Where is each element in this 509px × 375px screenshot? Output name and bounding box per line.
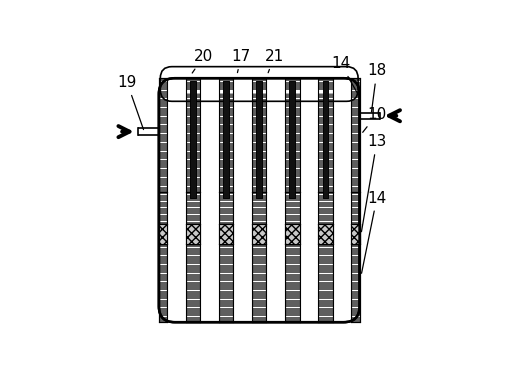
Bar [351, 244, 359, 322]
Bar [223, 81, 229, 198]
Bar [159, 78, 166, 192]
Bar [351, 78, 359, 192]
Bar [256, 81, 262, 198]
Bar [190, 81, 195, 198]
Bar [218, 244, 233, 322]
Bar [218, 224, 233, 244]
Bar [318, 224, 332, 244]
Bar [299, 78, 318, 322]
Bar [190, 81, 195, 198]
Bar [159, 224, 166, 244]
Bar [159, 224, 166, 244]
FancyBboxPatch shape [159, 78, 359, 322]
Bar [266, 78, 285, 322]
Bar [285, 224, 299, 244]
Bar [218, 224, 233, 244]
Text: 14: 14 [330, 56, 357, 94]
Bar [218, 78, 233, 192]
Bar [251, 78, 266, 192]
Text: 18: 18 [366, 63, 386, 112]
Bar [332, 78, 351, 322]
FancyBboxPatch shape [174, 90, 343, 94]
Bar [318, 244, 332, 322]
Bar [185, 224, 200, 244]
Text: 17: 17 [231, 49, 250, 73]
Bar [159, 192, 166, 224]
Bar [159, 244, 166, 322]
Bar [159, 224, 166, 244]
Bar [285, 244, 299, 322]
Bar [251, 224, 266, 244]
Bar [223, 81, 229, 198]
Bar [285, 224, 299, 244]
Bar [318, 192, 332, 224]
Bar [322, 81, 328, 198]
Bar [185, 224, 200, 244]
Bar [218, 192, 233, 224]
Bar [251, 244, 266, 322]
Bar [185, 224, 200, 244]
Bar [285, 78, 299, 192]
Bar [185, 78, 200, 192]
Text: 19: 19 [117, 75, 143, 130]
Bar [251, 224, 266, 244]
Text: 20: 20 [192, 49, 213, 73]
Bar [351, 224, 359, 244]
Bar [285, 224, 299, 244]
Bar [322, 81, 328, 198]
Text: 10: 10 [362, 107, 386, 132]
Text: 13: 13 [361, 134, 386, 232]
Text: 14: 14 [361, 190, 386, 273]
Bar [318, 224, 332, 244]
Bar [351, 192, 359, 224]
Bar [166, 78, 185, 322]
Bar [218, 224, 233, 244]
Bar [351, 224, 359, 244]
Text: 21: 21 [264, 49, 284, 73]
Bar [251, 224, 266, 244]
Bar [285, 192, 299, 224]
Bar [289, 81, 295, 198]
Bar [318, 224, 332, 244]
Bar [200, 78, 218, 322]
Bar [351, 224, 359, 244]
Bar [318, 78, 332, 192]
Bar [289, 81, 295, 198]
Bar [251, 192, 266, 224]
Bar [233, 78, 251, 322]
Bar [185, 192, 200, 224]
Bar [185, 244, 200, 322]
Bar [256, 81, 262, 198]
